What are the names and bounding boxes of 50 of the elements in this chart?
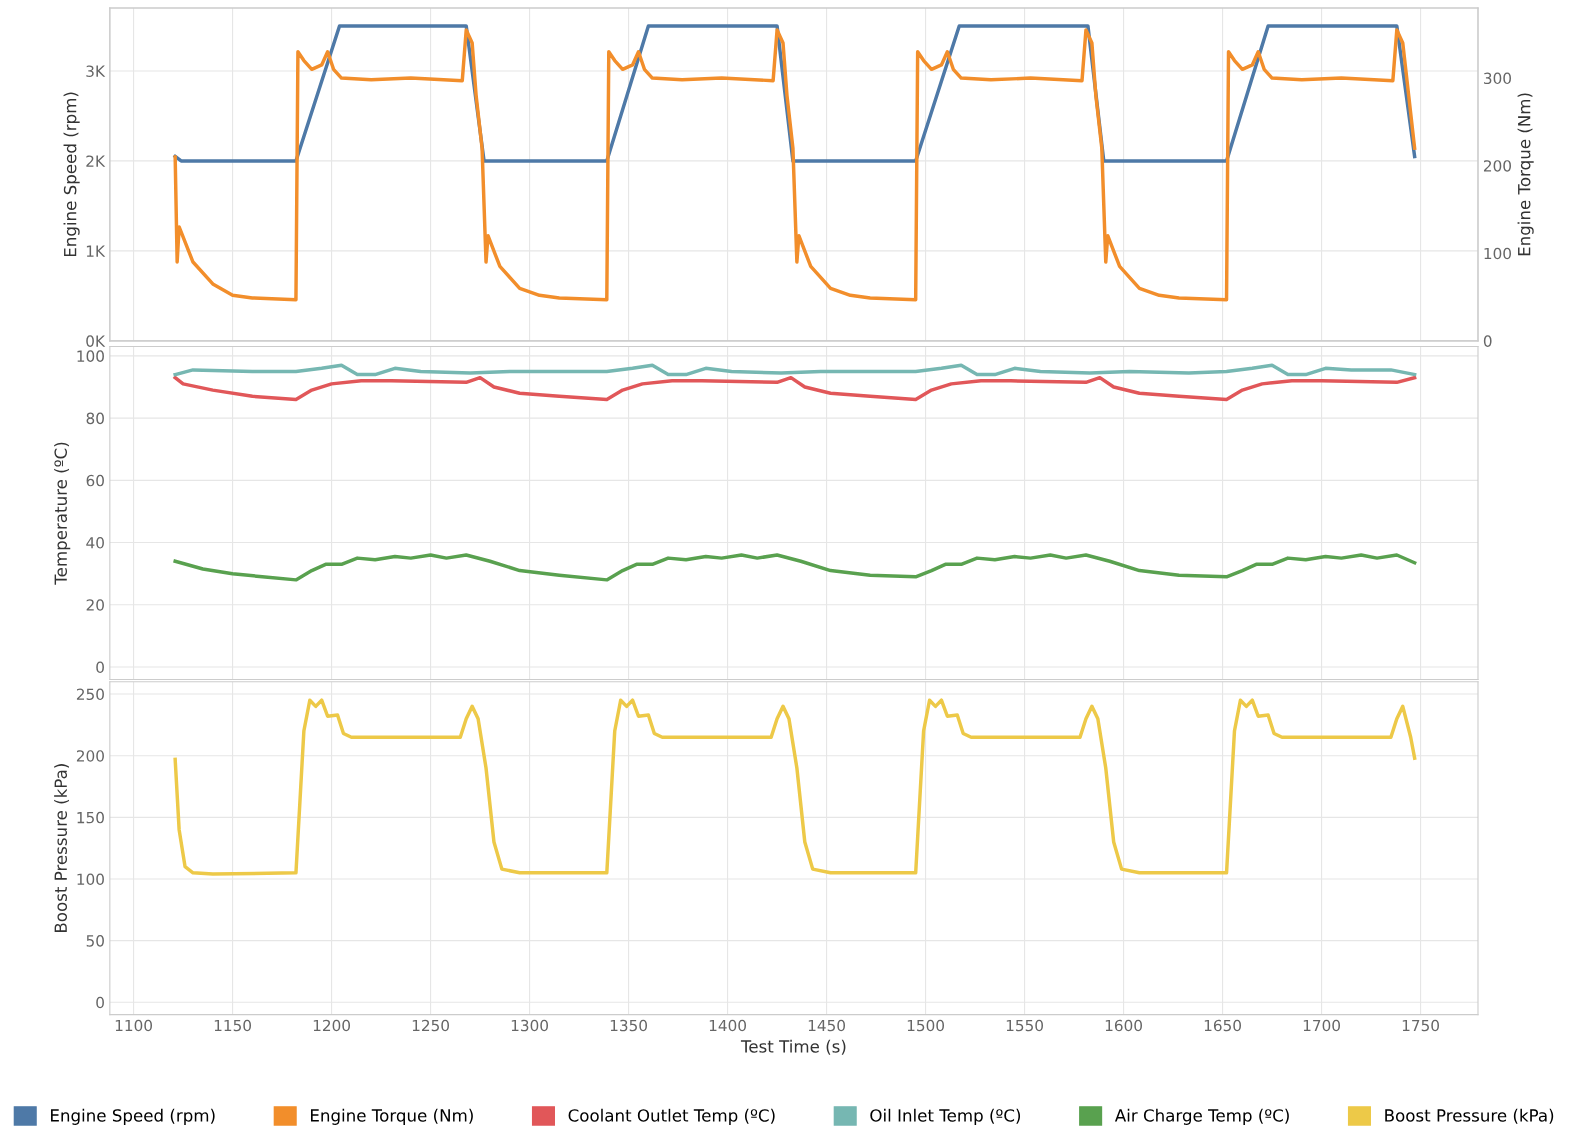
line-series bbox=[173, 553, 1417, 582]
y2-tick-label: 100 bbox=[1484, 247, 1512, 260]
y-tick-label: 2K bbox=[86, 155, 106, 167]
y-tick-label: 40 bbox=[86, 537, 104, 549]
x-tick-label: 1400 bbox=[709, 1019, 747, 1032]
y2-axis-title: Engine Torque (Nm) bbox=[1517, 93, 1534, 256]
y2-tick-label: 300 bbox=[1484, 72, 1512, 85]
x-tick-label: 1750 bbox=[1402, 1019, 1439, 1032]
y-tick-label: 0 bbox=[96, 996, 104, 1009]
x-tick-label: 1550 bbox=[1006, 1019, 1044, 1032]
y-tick-label: 100 bbox=[77, 350, 104, 362]
y-tick-label: 80 bbox=[86, 412, 104, 425]
y-tick-label: 60 bbox=[86, 474, 104, 487]
line-series bbox=[173, 363, 1417, 377]
x-tick-label: 1350 bbox=[610, 1019, 648, 1032]
y-tick-label: 1K bbox=[86, 245, 106, 257]
legend-label: Engine Speed (rpm) bbox=[51, 1108, 215, 1125]
y-tick-label: 0K bbox=[86, 335, 106, 347]
y2-tick-label: 200 bbox=[1483, 160, 1512, 172]
legend-label: Boost Pressure (kPa) bbox=[1385, 1108, 1554, 1124]
x-tick-label: 1150 bbox=[214, 1019, 252, 1032]
legend-label: Coolant Outlet Temp (ºC) bbox=[568, 1108, 775, 1125]
x-tick-label: 1300 bbox=[511, 1019, 549, 1032]
y-tick-label: 0 bbox=[96, 661, 104, 674]
line-series bbox=[173, 375, 1417, 402]
legend-label: Oil Inlet Temp (ºC) bbox=[870, 1108, 1021, 1125]
x-tick-label: 1600 bbox=[1105, 1019, 1143, 1032]
y-axis-title: Engine Speed (rpm) bbox=[63, 92, 80, 257]
y-tick-label: 20 bbox=[86, 599, 104, 611]
y-tick-label: 3K bbox=[86, 65, 106, 77]
x-tick-label: 1450 bbox=[808, 1019, 846, 1032]
y-tick-label: 150 bbox=[77, 811, 104, 824]
x-tick-label: 1500 bbox=[907, 1019, 945, 1032]
line-series bbox=[173, 28, 1417, 302]
x-tick-label: 1700 bbox=[1303, 1019, 1340, 1032]
x-tick-label: 1650 bbox=[1204, 1019, 1242, 1032]
legend-label: Air Charge Temp (ºC) bbox=[1114, 1108, 1289, 1125]
x-tick-label: 1200 bbox=[313, 1019, 351, 1032]
y-tick-label: 100 bbox=[77, 873, 104, 885]
line-series bbox=[173, 698, 1417, 876]
y-axis-title: Boost Pressure (kPa) bbox=[54, 764, 69, 932]
x-axis-title: Test Time (s) bbox=[740, 1039, 846, 1055]
y2-tick-label: 0 bbox=[1483, 335, 1492, 347]
y-axis-title: Temperature (ºC) bbox=[54, 442, 71, 585]
y-tick-label: 250 bbox=[76, 688, 104, 701]
y-tick-label: 50 bbox=[86, 935, 104, 947]
legend-label: Engine Torque (Nm) bbox=[311, 1108, 473, 1125]
x-tick-label: 1250 bbox=[412, 1019, 450, 1032]
y-tick-label: 200 bbox=[76, 750, 104, 762]
x-tick-label: 1100 bbox=[115, 1019, 153, 1032]
